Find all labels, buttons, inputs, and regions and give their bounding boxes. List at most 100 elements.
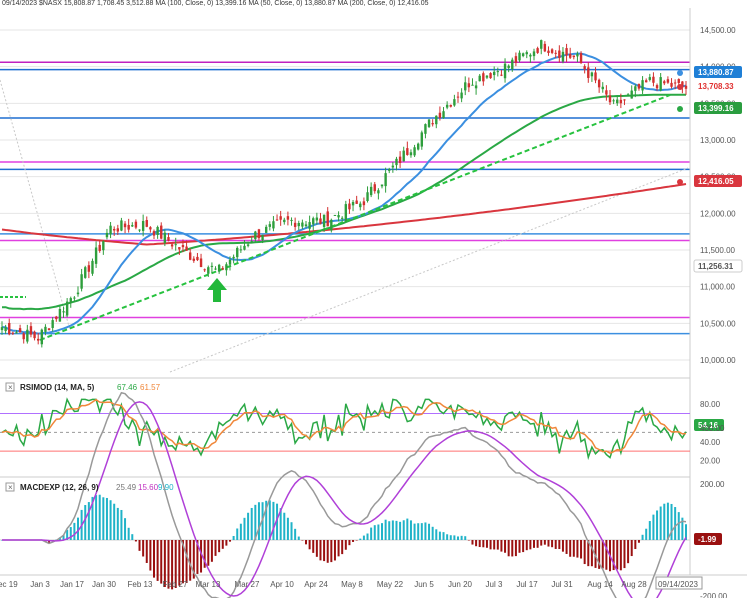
macd-histogram-bar <box>362 535 365 540</box>
macd-histogram-bar <box>464 536 467 540</box>
macd-histogram-bar <box>66 529 69 540</box>
macd-title: MACDEXP (12, 26, 9) <box>20 483 99 492</box>
price-axis-tick-label: 14,500.00 <box>700 26 736 35</box>
date-axis-label: Apr 10 <box>270 580 294 589</box>
macd-histogram-bar <box>319 540 322 561</box>
candle-body <box>518 52 521 61</box>
candle-body <box>62 311 65 313</box>
candle-body <box>301 222 304 227</box>
date-axis-label: Jun 5 <box>414 580 434 589</box>
candle-body <box>406 148 409 155</box>
macd-histogram-bar <box>355 540 358 541</box>
candle-body <box>348 203 351 210</box>
macd-tag-bg <box>694 533 722 545</box>
macd-histogram-bar <box>323 540 326 562</box>
candle-body <box>507 65 510 69</box>
date-axis-label: Mar 27 <box>235 580 260 589</box>
candle-body <box>416 143 420 150</box>
candle-body <box>181 245 185 248</box>
candle-body <box>127 224 130 230</box>
ma100-line <box>1 93 686 311</box>
candle-body <box>243 245 246 250</box>
candle-body <box>250 241 253 243</box>
macd-histogram-bar <box>471 540 474 545</box>
macd-histogram-bar <box>381 523 383 540</box>
candle-body <box>380 184 384 187</box>
macd-histogram-bar <box>62 535 65 540</box>
date-axis-label: Aug 28 <box>621 580 647 589</box>
candle-body <box>163 232 167 244</box>
value-tag-label: 13,880.87 <box>698 68 734 77</box>
candle-body <box>681 81 684 88</box>
macd-histogram-bar <box>399 521 402 540</box>
macd-histogram-bar <box>652 514 655 540</box>
candle-body <box>666 79 670 83</box>
macd-histogram-bar <box>641 534 644 540</box>
macd-histogram-bar <box>594 540 597 568</box>
candle-body <box>413 147 416 156</box>
candle-body <box>112 228 116 231</box>
candle-body <box>402 150 405 162</box>
rsi-value-2: 61.57 <box>140 383 161 392</box>
macd-histogram-bar <box>257 502 260 540</box>
candle-body <box>174 244 177 246</box>
macd-histogram-bar <box>352 540 355 542</box>
macd-histogram-bar <box>598 540 601 569</box>
macd-histogram-bar <box>612 540 615 571</box>
candle-body <box>532 51 536 57</box>
macd-value-3: 9.90 <box>158 483 174 492</box>
macd-histogram-bar <box>174 540 177 588</box>
macd-histogram-bar <box>417 523 420 540</box>
macd-histogram-bar <box>681 517 684 540</box>
macd-histogram-bar <box>156 540 159 581</box>
rsi-title: RSIMOD (14, MA, 5) <box>20 383 95 392</box>
candle-body <box>641 80 644 91</box>
macd-histogram-bar <box>457 536 459 540</box>
macd-axis-label: 200.00 <box>700 480 725 489</box>
candle-body <box>156 226 159 235</box>
candle-body <box>521 53 525 57</box>
macd-histogram-bar <box>590 540 593 567</box>
candle-body <box>369 186 373 196</box>
candle-body <box>608 95 612 103</box>
candle-body <box>236 247 239 258</box>
candle-body <box>616 99 619 104</box>
macd-histogram-bar <box>315 540 318 557</box>
macd-histogram-bar <box>333 540 336 561</box>
candle-body <box>272 221 275 229</box>
candle-body <box>388 169 391 171</box>
macd-histogram-bar <box>656 510 659 540</box>
macd-histogram-bar <box>406 518 409 540</box>
macd-histogram-bar <box>301 540 304 541</box>
macd-histogram-bar <box>200 540 203 573</box>
macd-histogram-bar <box>243 517 246 540</box>
macd-histogram-bar <box>388 521 391 540</box>
candle-body <box>576 53 579 57</box>
candle-body <box>94 247 98 264</box>
candle-body <box>84 267 87 278</box>
price-panel <box>0 29 690 373</box>
macd-histogram-bar <box>413 523 416 540</box>
macd-histogram-bar <box>239 523 242 540</box>
candle-body <box>344 204 348 222</box>
candle-body <box>87 265 91 272</box>
macd-histogram-bar <box>87 502 90 540</box>
macd-histogram-bar <box>127 527 130 540</box>
macd-histogram-bar <box>674 507 677 540</box>
rsi-close-icon[interactable]: × <box>5 382 15 392</box>
macd-histogram-bar <box>453 535 456 540</box>
candle-body <box>178 247 181 250</box>
candle-body <box>261 234 264 241</box>
macd-close-icon[interactable]: × <box>5 482 15 492</box>
candle-body <box>308 222 311 229</box>
date-axis-label: Dec 19 <box>0 580 18 589</box>
macd-histogram-bar <box>616 540 619 570</box>
macd-histogram-bar <box>518 540 521 553</box>
candle-body <box>293 222 297 227</box>
macd-histogram-bar <box>576 540 579 558</box>
date-axis-label: Jan 17 <box>60 580 85 589</box>
svg-text:×: × <box>8 483 13 492</box>
candle-body <box>275 219 279 221</box>
candle-body <box>558 50 561 58</box>
candle-body <box>427 119 431 127</box>
